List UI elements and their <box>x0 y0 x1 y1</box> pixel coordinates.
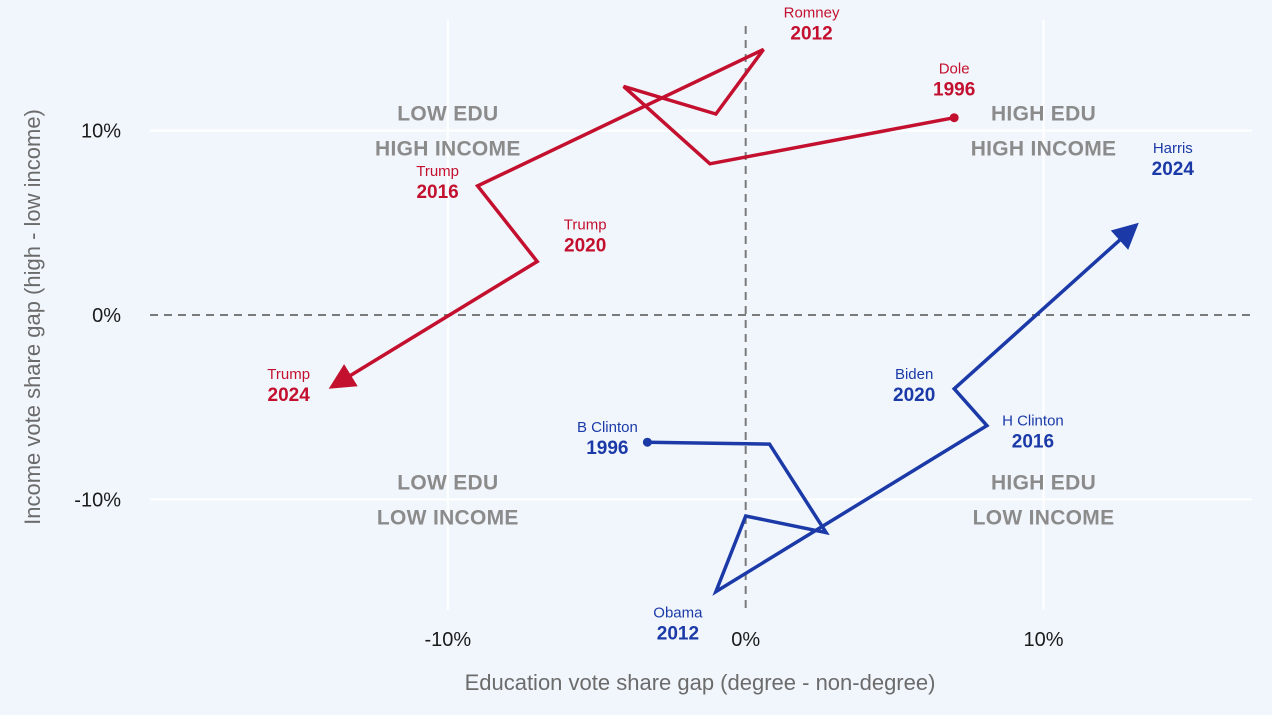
point-label-name: Harris <box>1153 140 1193 157</box>
quadrant-label: HIGH INCOME <box>971 138 1117 161</box>
point-label-year: 1996 <box>586 438 628 459</box>
point-label-name: Trump <box>267 366 310 383</box>
point-label: Biden 2020 <box>893 366 935 406</box>
point-label: Dole 1996 <box>933 61 975 101</box>
series-arrowhead-1 <box>1110 222 1139 250</box>
point-label: H Clinton 2016 <box>1002 413 1064 453</box>
series-line-0 <box>348 47 955 378</box>
quadrant-label: LOW EDU <box>397 471 498 494</box>
point-label-name: Dole <box>939 61 970 78</box>
y-tick-label: 10% <box>81 121 121 143</box>
point-label-name: B Clinton <box>577 419 638 436</box>
quadrant-label: LOW INCOME <box>377 506 519 529</box>
point-label: B Clinton 1996 <box>577 419 638 459</box>
point-label-name: Trump <box>564 217 607 234</box>
y-tick-label: 0% <box>92 305 121 327</box>
point-label: Romney 2012 <box>784 5 840 45</box>
point-label-year: 2020 <box>893 385 935 406</box>
series-start-point-1 <box>642 437 652 447</box>
x-axis-label: Education vote share gap (degree - non-d… <box>465 670 936 695</box>
point-label: Trump 2024 <box>267 366 310 406</box>
series-start-point-0 <box>949 113 959 123</box>
point-label-year: 2020 <box>564 236 606 257</box>
point-label: Trump 2016 <box>416 163 459 203</box>
tick-labels: -10% 0% 10% 10% 0% -10% <box>74 121 1063 651</box>
point-label-name: Obama <box>653 605 703 622</box>
point-label-name: H Clinton <box>1002 413 1064 430</box>
point-label: Harris 2024 <box>1152 140 1195 180</box>
quadrant-label: HIGH INCOME <box>375 138 521 161</box>
quadrant-labels: LOW EDU HIGH INCOME HIGH EDU HIGH INCOME LOW… <box>375 103 1116 530</box>
point-label-year: 2016 <box>416 182 458 203</box>
x-tick-label: 0% <box>731 629 760 651</box>
point-label-year: 2024 <box>268 385 311 406</box>
x-tick-label: 10% <box>1023 629 1063 651</box>
point-label-name: Trump <box>416 163 459 180</box>
point-label-year: 2016 <box>1012 432 1054 453</box>
point-label-year: 2024 <box>1152 159 1195 180</box>
point-label: Trump 2020 <box>564 217 607 257</box>
series-line-1 <box>647 237 1123 596</box>
point-label: Obama 2012 <box>653 605 703 645</box>
reference-lines <box>150 26 1252 612</box>
y-tick-label: -10% <box>74 489 121 511</box>
point-label-year: 2012 <box>790 24 832 45</box>
quadrant-label: LOW EDU <box>397 103 498 126</box>
series-arrowhead-0 <box>328 364 358 389</box>
quadrant-label: LOW INCOME <box>973 506 1115 529</box>
point-label-name: Romney <box>784 5 840 22</box>
point-label-name: Biden <box>895 366 933 383</box>
y-axis-label: Income vote share gap (high - low income… <box>20 109 45 525</box>
quadrant-label: HIGH EDU <box>991 103 1096 126</box>
x-tick-label: -10% <box>424 629 471 651</box>
point-label-year: 2012 <box>657 624 699 645</box>
series-group: Dole1996Romney2012Trump2016Trump2020Trum… <box>267 5 1194 645</box>
point-label-year: 1996 <box>933 80 975 101</box>
quadrant-label: HIGH EDU <box>991 471 1096 494</box>
